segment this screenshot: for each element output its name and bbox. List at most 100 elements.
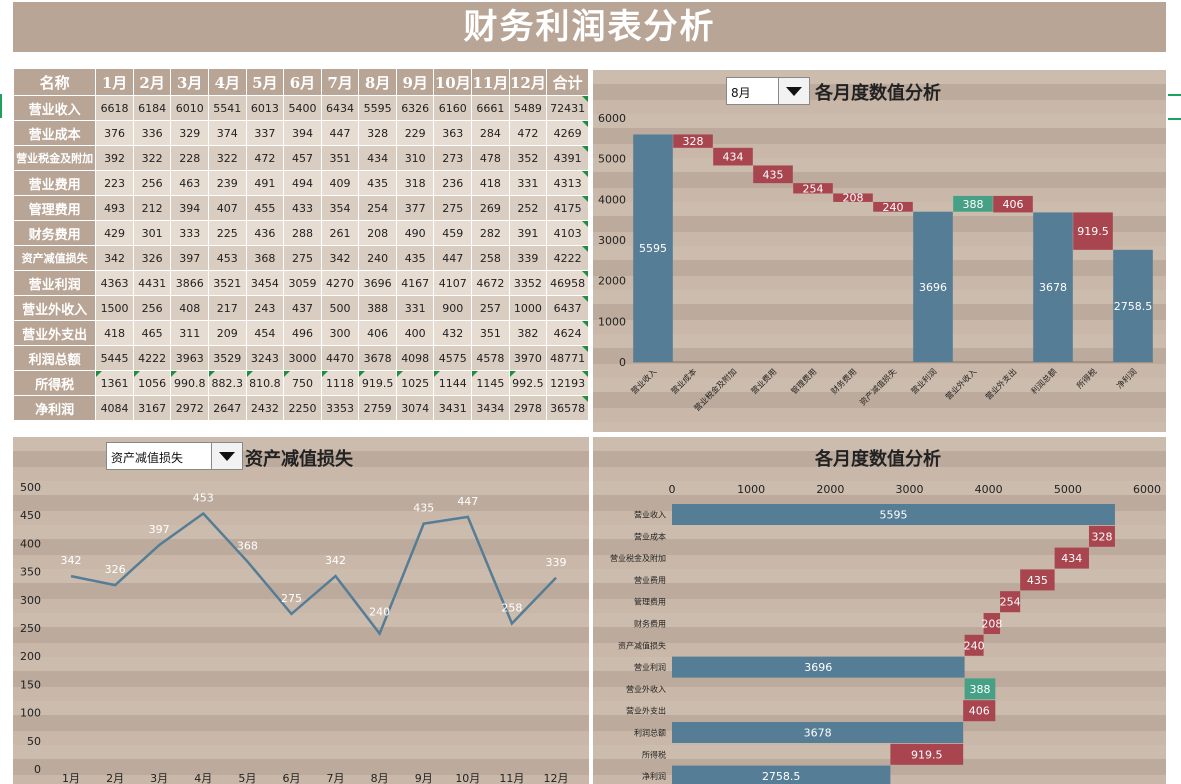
row-label[interactable]: 所得税 (12, 370, 97, 396)
table-cell[interactable]: 436 (245, 220, 285, 246)
table-cell[interactable]: 472 (245, 145, 285, 171)
table-cell[interactable]: 406 (358, 320, 397, 346)
table-cell[interactable]: 2647 (208, 395, 247, 421)
table-cell[interactable]: 3963 (170, 345, 210, 371)
row-label[interactable]: 营业成本 (12, 120, 97, 146)
table-cell[interactable]: 3866 (170, 270, 210, 296)
table-cell[interactable]: 3434 (471, 395, 510, 421)
table-cell[interactable]: 447 (433, 245, 473, 271)
table-cell[interactable]: 432 (433, 320, 473, 346)
month-select[interactable]: 8月 (726, 77, 810, 105)
table-cell[interactable]: 453 (208, 245, 247, 271)
table-cell[interactable]: 4175 (546, 195, 589, 221)
table-cell[interactable]: 275 (433, 195, 473, 221)
table-cell[interactable]: 269 (471, 195, 510, 221)
table-cell[interactable]: 328 (358, 120, 397, 146)
table-cell[interactable]: 394 (283, 120, 322, 146)
table-cell[interactable]: 3074 (395, 395, 435, 421)
row-label[interactable]: 营业税金及附加 (12, 145, 97, 171)
table-cell[interactable]: 394 (170, 195, 210, 221)
table-cell[interactable]: 333 (170, 220, 210, 246)
table-cell[interactable]: 6661 (471, 95, 510, 121)
table-cell[interactable]: 3352 (508, 270, 548, 296)
table-cell[interactable]: 48771 (546, 345, 589, 371)
table-cell[interactable]: 3678 (358, 345, 397, 371)
table-cell[interactable]: 435 (395, 245, 435, 271)
table-cell[interactable]: 6013 (245, 95, 285, 121)
row-label[interactable]: 资产减值损失 (12, 245, 97, 271)
table-cell[interactable]: 261 (320, 220, 360, 246)
table-cell[interactable]: 342 (320, 245, 360, 271)
item-select[interactable]: 资产减值损失 (106, 442, 243, 470)
table-cell[interactable]: 1118 (320, 370, 360, 396)
table-cell[interactable]: 992.5 (508, 370, 548, 396)
table-cell[interactable]: 494 (283, 170, 322, 196)
table-cell[interactable]: 435 (358, 170, 397, 196)
table-cell[interactable]: 72431 (546, 95, 589, 121)
table-cell[interactable]: 284 (471, 120, 510, 146)
table-cell[interactable]: 3696 (358, 270, 397, 296)
table-cell[interactable]: 418 (471, 170, 510, 196)
table-cell[interactable]: 5400 (283, 95, 322, 121)
table-cell[interactable]: 5595 (358, 95, 397, 121)
table-cell[interactable]: 500 (320, 295, 360, 321)
table-cell[interactable]: 6434 (320, 95, 360, 121)
table-cell[interactable]: 239 (208, 170, 247, 196)
table-cell[interactable]: 3529 (208, 345, 247, 371)
table-cell[interactable]: 2972 (170, 395, 210, 421)
table-cell[interactable]: 463 (170, 170, 210, 196)
table-cell[interactable]: 5489 (508, 95, 548, 121)
row-label[interactable]: 财务费用 (12, 220, 97, 246)
table-cell[interactable]: 339 (508, 245, 548, 271)
table-cell[interactable]: 337 (245, 120, 285, 146)
table-cell[interactable]: 12193 (546, 370, 589, 396)
table-cell[interactable]: 447 (320, 120, 360, 146)
table-cell[interactable]: 4575 (433, 345, 473, 371)
table-cell[interactable]: 257 (471, 295, 510, 321)
table-cell[interactable]: 4084 (95, 395, 134, 421)
table-cell[interactable]: 374 (208, 120, 247, 146)
table-cell[interactable]: 2250 (283, 395, 322, 421)
table-cell[interactable]: 310 (395, 145, 435, 171)
table-cell[interactable]: 433 (283, 195, 322, 221)
table-cell[interactable]: 455 (245, 195, 285, 221)
table-cell[interactable]: 288 (283, 220, 322, 246)
table-cell[interactable]: 1500 (95, 295, 134, 321)
table-cell[interactable]: 750 (283, 370, 322, 396)
table-cell[interactable]: 3243 (245, 345, 285, 371)
table-cell[interactable]: 4470 (320, 345, 360, 371)
table-cell[interactable]: 275 (283, 245, 322, 271)
chevron-down-icon[interactable] (778, 78, 809, 104)
table-cell[interactable]: 3167 (132, 395, 172, 421)
table-cell[interactable]: 256 (132, 170, 172, 196)
table-cell[interactable]: 4222 (546, 245, 589, 271)
table-cell[interactable]: 301 (132, 220, 172, 246)
table-cell[interactable]: 3353 (320, 395, 360, 421)
table-cell[interactable]: 236 (433, 170, 473, 196)
table-cell[interactable]: 3454 (245, 270, 285, 296)
table-cell[interactable]: 454 (245, 320, 285, 346)
table-cell[interactable]: 434 (358, 145, 397, 171)
table-cell[interactable]: 354 (320, 195, 360, 221)
table-cell[interactable]: 429 (95, 220, 134, 246)
table-cell[interactable]: 209 (208, 320, 247, 346)
table-cell[interactable]: 388 (358, 295, 397, 321)
table-cell[interactable]: 491 (245, 170, 285, 196)
table-cell[interactable]: 3000 (283, 345, 322, 371)
table-cell[interactable]: 4103 (546, 220, 589, 246)
table-cell[interactable]: 1145 (471, 370, 510, 396)
table-cell[interactable]: 4672 (471, 270, 510, 296)
table-cell[interactable]: 418 (95, 320, 134, 346)
table-cell[interactable]: 377 (395, 195, 435, 221)
table-cell[interactable]: 336 (132, 120, 172, 146)
table-cell[interactable]: 407 (208, 195, 247, 221)
table-cell[interactable]: 810.8 (245, 370, 285, 396)
table-cell[interactable]: 258 (471, 245, 510, 271)
table-cell[interactable]: 4222 (132, 345, 172, 371)
table-cell[interactable]: 3970 (508, 345, 548, 371)
table-cell[interactable]: 363 (433, 120, 473, 146)
table-cell[interactable]: 391 (508, 220, 548, 246)
table-cell[interactable]: 208 (358, 220, 397, 246)
table-cell[interactable]: 496 (283, 320, 322, 346)
table-cell[interactable]: 3059 (283, 270, 322, 296)
